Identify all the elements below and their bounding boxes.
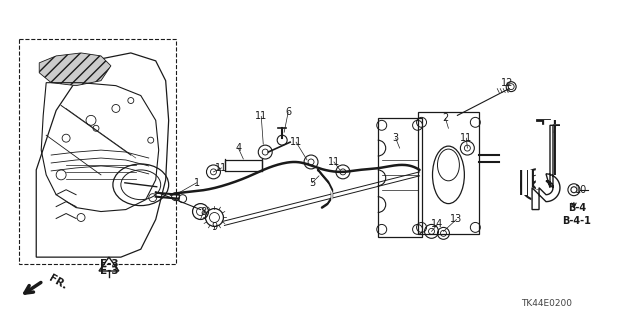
Text: 11: 11 [215,163,228,173]
Text: B-4-1: B-4-1 [563,217,591,226]
Text: 11: 11 [460,133,472,143]
Bar [417,112,479,234]
Text: 2: 2 [442,113,449,123]
Bar [225,160,262,171]
Text: 11: 11 [328,157,340,167]
Text: FR.: FR. [47,273,69,291]
Text: 5: 5 [309,178,315,188]
Text: E-3: E-3 [100,266,118,276]
Text: 1: 1 [193,178,200,188]
Text: 7: 7 [550,125,556,135]
Text: 14: 14 [431,219,444,229]
Text: TK44E0200: TK44E0200 [522,299,573,308]
Bar [19,39,175,264]
Text: 4: 4 [236,143,241,153]
Text: 11: 11 [290,137,302,147]
Text: 9: 9 [211,222,218,233]
Text: 12: 12 [501,78,513,88]
Bar [378,118,422,237]
Text: 11: 11 [255,111,268,121]
Text: B-4: B-4 [568,203,586,212]
Text: 13: 13 [451,214,463,225]
Text: 3: 3 [392,133,399,143]
Polygon shape [39,53,111,85]
Polygon shape [532,125,560,210]
Text: 10: 10 [575,185,587,195]
Text: E-3: E-3 [100,259,118,269]
Text: 8: 8 [200,206,207,217]
Text: 6: 6 [285,108,291,117]
